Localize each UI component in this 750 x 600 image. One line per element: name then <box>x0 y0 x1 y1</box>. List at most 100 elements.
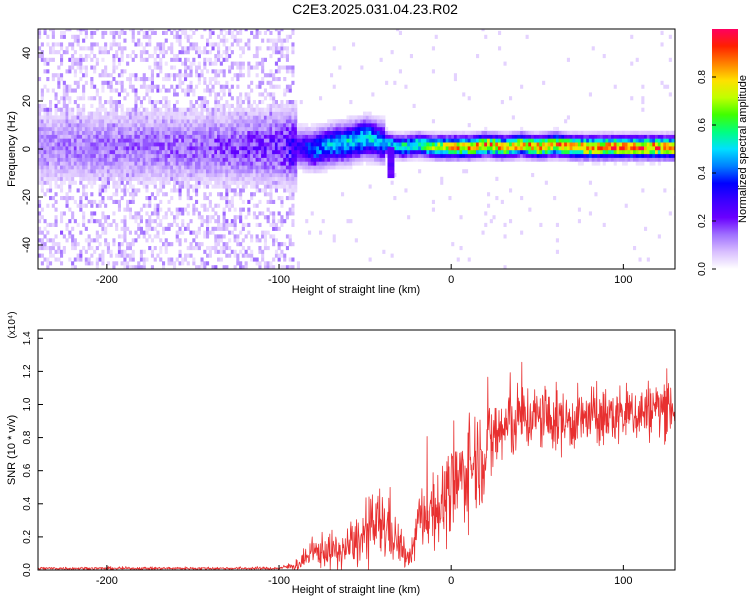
heatmap-cell <box>101 34 105 39</box>
heatmap-cell <box>43 153 47 158</box>
heatmap-cell <box>200 180 204 185</box>
heatmap-cell <box>272 103 276 108</box>
heatmap-cell <box>553 142 557 147</box>
heatmap-cell <box>57 65 61 70</box>
heatmap-cell <box>655 130 659 135</box>
heatmap-cell <box>487 138 491 143</box>
heatmap-cell <box>277 130 281 135</box>
heatmap-cell <box>219 184 223 189</box>
heatmap-cell <box>128 111 132 116</box>
heatmap-cell <box>360 65 364 70</box>
heatmap-cell <box>128 176 132 181</box>
heatmap-cell <box>192 88 196 93</box>
heatmap-cell <box>159 188 163 193</box>
heatmap-cell <box>73 119 77 124</box>
heatmap-cell <box>137 42 141 47</box>
heatmap-cell <box>346 161 350 166</box>
heatmap-cell <box>189 134 193 139</box>
heatmap-cell <box>219 84 223 89</box>
heatmap-cell <box>434 142 438 147</box>
heatmap-cell <box>633 134 637 139</box>
heatmap-cell <box>195 119 199 124</box>
heatmap-cell <box>98 115 102 120</box>
heatmap-cell <box>123 46 127 51</box>
heatmap-cell <box>533 150 537 155</box>
heatmap-cell <box>219 61 223 66</box>
heatmap-cell <box>120 107 124 112</box>
heatmap-cell <box>134 146 138 151</box>
heatmap-cell <box>451 242 455 247</box>
heatmap-cell <box>128 257 132 262</box>
heatmap-cell <box>79 126 83 131</box>
heatmap-cell <box>181 161 185 166</box>
heatmap-cell <box>175 84 179 89</box>
heatmap-cell <box>84 123 88 128</box>
heatmap-cell <box>261 100 265 105</box>
heatmap-cell <box>456 130 460 135</box>
heatmap-cell <box>252 184 256 189</box>
heatmap-cell <box>206 150 210 155</box>
heatmap-cell <box>200 126 204 131</box>
heatmap-cell <box>184 184 188 189</box>
heatmap-cell <box>396 150 400 155</box>
heatmap-cell <box>139 153 143 158</box>
heatmap-cell <box>142 176 146 181</box>
heatmap-cell <box>189 111 193 116</box>
heatmap-cell <box>308 134 312 139</box>
heatmap-cell <box>396 130 400 135</box>
heatmap-cell <box>291 188 295 193</box>
heatmap-cell <box>195 107 199 112</box>
heatmap-cell <box>40 261 44 266</box>
heatmap-cell <box>162 126 166 131</box>
heatmap-cell <box>236 38 240 43</box>
heatmap-cell <box>150 176 154 181</box>
heatmap-cell <box>167 176 171 181</box>
heatmap-cell <box>178 69 182 74</box>
heatmap-cell <box>60 249 64 254</box>
heatmap-cell <box>233 207 237 212</box>
heatmap-cell <box>228 180 232 185</box>
heatmap-cell <box>40 215 44 220</box>
heatmap-cell <box>338 161 342 166</box>
heatmap-cell <box>109 169 113 174</box>
heatmap-cell <box>404 138 408 143</box>
heatmap-cell <box>197 176 201 181</box>
heatmap-cell <box>555 130 559 135</box>
heatmap-cell <box>616 153 620 158</box>
heatmap-cell <box>65 46 69 51</box>
heatmap-cell <box>272 150 276 155</box>
heatmap-cell <box>65 157 69 162</box>
heatmap-cell <box>60 180 64 185</box>
heatmap-cell <box>117 176 121 181</box>
heatmap-cell <box>269 192 273 197</box>
heatmap-cell <box>106 111 110 116</box>
heatmap-cell <box>95 107 99 112</box>
heatmap-cell <box>434 134 438 139</box>
heatmap-cell <box>128 130 132 135</box>
heatmap-cell <box>101 173 105 178</box>
heatmap-cell <box>459 142 463 147</box>
heatmap-cell <box>109 138 113 143</box>
heatmap-cell <box>203 50 207 55</box>
heatmap-cell <box>225 222 229 227</box>
heatmap-cell <box>217 184 221 189</box>
heatmap-cell <box>630 61 634 66</box>
heatmap-cell <box>269 96 273 101</box>
heatmap-cell <box>98 134 102 139</box>
heatmap-cell <box>423 130 427 135</box>
heatmap-cell <box>120 138 124 143</box>
heatmap-cell <box>104 180 108 185</box>
heatmap-cell <box>148 169 152 174</box>
heatmap-cell <box>60 119 64 124</box>
heatmap-cell <box>622 134 626 139</box>
heatmap-cell <box>112 100 116 105</box>
heatmap-cell <box>228 29 232 32</box>
heatmap-cell <box>197 134 201 139</box>
heatmap-cell <box>423 142 427 147</box>
heatmap-cell <box>46 42 50 47</box>
heatmap-cell <box>533 134 537 139</box>
heatmap-cell <box>233 153 237 158</box>
heatmap-cell <box>195 123 199 128</box>
heatmap-cell <box>357 126 361 131</box>
heatmap-cell <box>173 169 177 174</box>
